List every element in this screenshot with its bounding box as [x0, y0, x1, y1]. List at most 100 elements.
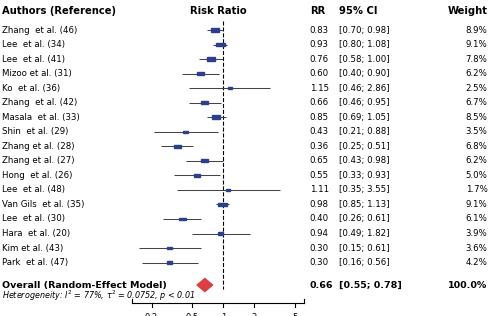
- Text: 0.55: 0.55: [310, 171, 329, 180]
- Text: 6.8%: 6.8%: [466, 142, 488, 151]
- Bar: [218, 203, 227, 206]
- Text: 0.40: 0.40: [310, 215, 329, 223]
- Text: 0.2: 0.2: [145, 313, 158, 316]
- Text: 7.8%: 7.8%: [466, 55, 488, 64]
- Text: [0.33; 0.93]: [0.33; 0.93]: [339, 171, 390, 180]
- Text: 0.30: 0.30: [310, 258, 329, 267]
- Bar: [183, 131, 188, 133]
- Text: 1.11: 1.11: [310, 185, 329, 194]
- Bar: [201, 159, 208, 162]
- Text: 0.30: 0.30: [310, 244, 329, 252]
- Bar: [212, 115, 220, 119]
- Text: 0.66: 0.66: [310, 98, 329, 107]
- Bar: [218, 233, 223, 234]
- Text: 9.1%: 9.1%: [466, 40, 488, 49]
- Text: Lee  et al. (41): Lee et al. (41): [2, 55, 66, 64]
- Text: Risk Ratio: Risk Ratio: [190, 6, 246, 16]
- Text: Shin  et al. (29): Shin et al. (29): [2, 127, 69, 136]
- Text: [0.55; 0.78]: [0.55; 0.78]: [339, 281, 402, 289]
- Text: [0.49; 1.82]: [0.49; 1.82]: [339, 229, 390, 238]
- Bar: [211, 28, 220, 32]
- Text: 0.83: 0.83: [310, 26, 329, 34]
- Text: [0.70; 0.98]: [0.70; 0.98]: [339, 26, 390, 34]
- Text: Van Gils  et al. (35): Van Gils et al. (35): [2, 200, 85, 209]
- Text: 0.93: 0.93: [310, 40, 329, 49]
- Text: [0.58; 1.00]: [0.58; 1.00]: [339, 55, 390, 64]
- Text: Hong  et al. (26): Hong et al. (26): [2, 171, 73, 180]
- Text: 0.94: 0.94: [310, 229, 329, 238]
- Text: 2: 2: [252, 313, 257, 316]
- Text: 9.1%: 9.1%: [466, 200, 488, 209]
- Text: 1.7%: 1.7%: [466, 185, 488, 194]
- Polygon shape: [197, 278, 213, 292]
- Text: Masala  et al. (33): Masala et al. (33): [2, 113, 80, 122]
- Text: Zhang  et al. (42): Zhang et al. (42): [2, 98, 78, 107]
- Text: 4.2%: 4.2%: [466, 258, 488, 267]
- Text: 0.43: 0.43: [310, 127, 329, 136]
- Text: [0.15; 0.61]: [0.15; 0.61]: [339, 244, 390, 252]
- Text: Weight: Weight: [447, 6, 488, 16]
- Text: [0.46; 0.95]: [0.46; 0.95]: [339, 98, 390, 107]
- Text: [0.80; 1.08]: [0.80; 1.08]: [339, 40, 390, 49]
- Text: Zhang  et al. (46): Zhang et al. (46): [2, 26, 78, 34]
- Text: Overall (Random-Effect Model): Overall (Random-Effect Model): [2, 281, 167, 289]
- Text: [0.43; 0.98]: [0.43; 0.98]: [339, 156, 390, 165]
- Text: 0.66: 0.66: [310, 281, 333, 289]
- Text: RR: RR: [310, 6, 325, 16]
- Text: 5.0%: 5.0%: [466, 171, 488, 180]
- Text: Hara  et al. (20): Hara et al. (20): [2, 229, 71, 238]
- Text: 0.5: 0.5: [186, 313, 199, 316]
- Text: 0.65: 0.65: [310, 156, 329, 165]
- Text: [0.46; 2.86]: [0.46; 2.86]: [339, 84, 390, 93]
- Text: 95% CI: 95% CI: [339, 6, 378, 16]
- Text: 3.9%: 3.9%: [466, 229, 488, 238]
- Text: Mizoo et al. (31): Mizoo et al. (31): [2, 69, 72, 78]
- Bar: [226, 189, 230, 191]
- Text: 1: 1: [221, 313, 226, 316]
- Text: [0.25; 0.51]: [0.25; 0.51]: [339, 142, 390, 151]
- Text: Heterogeneity: $I^2$ = 77%, $\tau^2$ = 0.0752, $p$ < 0.01: Heterogeneity: $I^2$ = 77%, $\tau^2$ = 0…: [2, 288, 196, 303]
- Bar: [194, 174, 200, 177]
- Text: Lee  et al. (34): Lee et al. (34): [2, 40, 66, 49]
- Text: 6.7%: 6.7%: [466, 98, 488, 107]
- Text: 5: 5: [293, 313, 298, 316]
- Text: [0.40; 0.90]: [0.40; 0.90]: [339, 69, 390, 78]
- Text: 0.85: 0.85: [310, 113, 329, 122]
- Text: [0.21; 0.88]: [0.21; 0.88]: [339, 127, 390, 136]
- Text: 8.9%: 8.9%: [466, 26, 488, 34]
- Text: 0.36: 0.36: [310, 142, 329, 151]
- Text: 1.15: 1.15: [310, 84, 329, 93]
- Bar: [207, 58, 215, 61]
- Text: 0.60: 0.60: [310, 69, 329, 78]
- Text: Park  et al. (47): Park et al. (47): [2, 258, 69, 267]
- Bar: [174, 145, 181, 148]
- Text: Zhang et al. (27): Zhang et al. (27): [2, 156, 75, 165]
- Text: 2.5%: 2.5%: [466, 84, 488, 93]
- Bar: [167, 247, 172, 249]
- Text: 0.76: 0.76: [310, 55, 329, 64]
- Bar: [216, 43, 224, 46]
- Bar: [197, 72, 204, 75]
- Text: Lee  et al. (30): Lee et al. (30): [2, 215, 66, 223]
- Text: 3.6%: 3.6%: [466, 244, 488, 252]
- Text: [0.26; 0.61]: [0.26; 0.61]: [339, 215, 390, 223]
- Text: Ko  et al. (36): Ko et al. (36): [2, 84, 61, 93]
- Text: Zhang et al. (28): Zhang et al. (28): [2, 142, 75, 151]
- Text: [0.35; 3.55]: [0.35; 3.55]: [339, 185, 390, 194]
- Text: Lee  et al. (48): Lee et al. (48): [2, 185, 66, 194]
- Text: [0.85; 1.13]: [0.85; 1.13]: [339, 200, 390, 209]
- Bar: [179, 218, 186, 220]
- Text: Kim et al. (43): Kim et al. (43): [2, 244, 64, 252]
- Bar: [167, 261, 172, 264]
- Bar: [227, 87, 232, 89]
- Text: 6.1%: 6.1%: [466, 215, 488, 223]
- Text: [0.69; 1.05]: [0.69; 1.05]: [339, 113, 390, 122]
- Bar: [201, 101, 208, 104]
- Text: 6.2%: 6.2%: [466, 156, 488, 165]
- Text: Authors (Reference): Authors (Reference): [2, 6, 117, 16]
- Text: 0.98: 0.98: [310, 200, 329, 209]
- Text: 3.5%: 3.5%: [466, 127, 488, 136]
- Text: [0.16; 0.56]: [0.16; 0.56]: [339, 258, 390, 267]
- Text: 100.0%: 100.0%: [448, 281, 488, 289]
- Text: 6.2%: 6.2%: [466, 69, 488, 78]
